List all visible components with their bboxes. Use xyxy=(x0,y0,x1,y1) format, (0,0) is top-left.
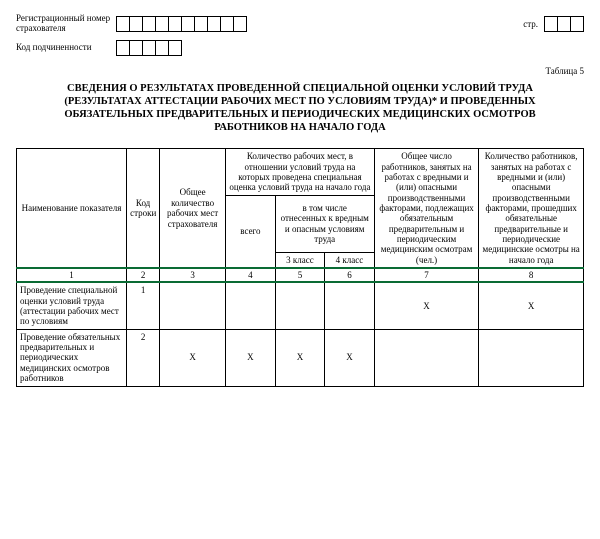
cell: X xyxy=(275,329,325,386)
col-number: 7 xyxy=(374,268,479,282)
main-table: Наименование показателя Код строки Общее… xyxy=(16,148,584,386)
sub-code-label: Код подчиненности xyxy=(16,43,116,53)
col-number: 6 xyxy=(325,268,375,282)
col-header: Код строки xyxy=(127,149,160,268)
cell xyxy=(226,282,276,329)
col-number: 5 xyxy=(275,268,325,282)
table-row: Проведение специальной оценки условий тр… xyxy=(17,282,584,329)
table-row: Проведение обязательных предварительных … xyxy=(17,329,584,386)
title-line: РАБОТНИКОВ НА НАЧАЛО ГОДА xyxy=(16,121,584,134)
col-number: 1 xyxy=(17,268,127,282)
col-header: Наименование показателя xyxy=(17,149,127,268)
col-header: Общее число работников, занятых на работ… xyxy=(374,149,479,268)
sub-code-boxes xyxy=(116,40,182,56)
cell xyxy=(479,329,584,386)
row-name: Проведение обязательных предварительных … xyxy=(17,329,127,386)
row-name: Проведение специальной оценки условий тр… xyxy=(17,282,127,329)
reg-number-boxes xyxy=(116,16,247,32)
col-header: в том числе отнесенных к вредным и опасн… xyxy=(275,195,374,252)
title-line: ОБЯЗАТЕЛЬНЫХ ПРЕДВАРИТЕЛЬНЫХ И ПЕРИОДИЧЕ… xyxy=(16,108,584,121)
row-code: 2 xyxy=(127,329,160,386)
cell: X xyxy=(479,282,584,329)
cell xyxy=(325,282,375,329)
title-line: СВЕДЕНИЯ О РЕЗУЛЬТАТАХ ПРОВЕДЕННОЙ СПЕЦИ… xyxy=(16,82,584,95)
col-header: 3 класс xyxy=(275,252,325,268)
cell xyxy=(275,282,325,329)
reg-number-label: Регистрационный номер страхователя xyxy=(16,14,116,34)
col-header: 4 класс xyxy=(325,252,375,268)
cell: X xyxy=(325,329,375,386)
col-number: 3 xyxy=(160,268,226,282)
col-header: всего xyxy=(226,195,276,268)
col-number: 8 xyxy=(479,268,584,282)
col-header: Количество рабочих мест, в отношении усл… xyxy=(226,149,375,195)
cell: X xyxy=(374,282,479,329)
title-line: (РЕЗУЛЬТАТАХ АТТЕСТАЦИИ РАБОЧИХ МЕСТ ПО … xyxy=(16,95,584,108)
table-number-label: Таблица 5 xyxy=(16,66,584,76)
col-header: Количество работников, занятых на работа… xyxy=(479,149,584,268)
row-code: 1 xyxy=(127,282,160,329)
cell xyxy=(374,329,479,386)
cell xyxy=(160,282,226,329)
col-header: Общее количество рабочих мест страховате… xyxy=(160,149,226,268)
document-title: СВЕДЕНИЯ О РЕЗУЛЬТАТАХ ПРОВЕДЕННОЙ СПЕЦИ… xyxy=(16,82,584,135)
page-str-boxes xyxy=(544,16,584,32)
page-str-label: стр. xyxy=(523,19,538,29)
cell: X xyxy=(226,329,276,386)
col-number: 2 xyxy=(127,268,160,282)
col-number: 4 xyxy=(226,268,276,282)
cell: X xyxy=(160,329,226,386)
